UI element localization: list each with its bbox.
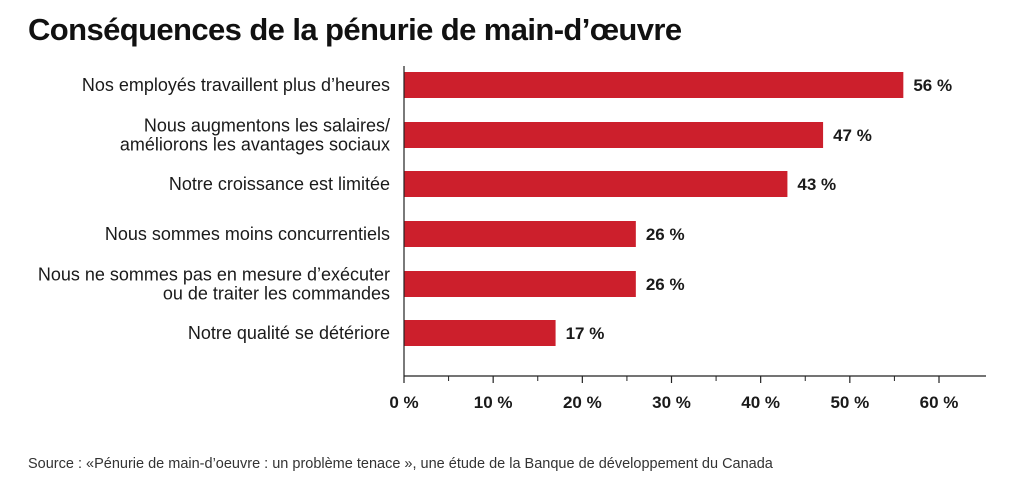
category-label: Notre qualité se détériore <box>188 323 390 343</box>
value-label: 17 % <box>566 324 605 343</box>
chart-title: Conséquences de la pénurie de main-d’œuv… <box>28 12 682 47</box>
value-label: 56 % <box>913 76 952 95</box>
value-label: 26 % <box>646 275 685 294</box>
category-labels: Nos employés travaillent plus d’heures No… <box>38 75 390 343</box>
source-note: Source : «Pénurie de main-d’oeuvre : un … <box>28 456 773 472</box>
x-tick-label: 10 % <box>474 393 513 412</box>
x-tick-label: 20 % <box>563 393 602 412</box>
x-tick-label: 0 % <box>389 393 418 412</box>
bar <box>404 171 788 197</box>
bar <box>404 72 904 98</box>
bars <box>404 72 904 346</box>
value-label: 47 % <box>833 126 872 145</box>
bar-chart: Nos employés travaillent plus d’heures No… <box>38 66 986 412</box>
bar <box>404 271 636 297</box>
x-axis: 0 % 10 % 20 % 30 % 40 % 50 % 60 % <box>389 66 986 412</box>
value-labels: 56 % 47 % 43 % 26 % 26 % 17 % <box>566 76 953 343</box>
category-label: Nous augmentons les salaires/ <box>144 116 390 136</box>
value-label: 26 % <box>646 225 685 244</box>
category-label: améliorons les avantages sociaux <box>120 135 390 155</box>
category-label: Nos employés travaillent plus d’heures <box>82 75 390 95</box>
x-tick-label: 60 % <box>920 393 959 412</box>
category-label: Nous ne sommes pas en mesure d’exécuter <box>38 265 390 285</box>
category-label: Notre croissance est limitée <box>169 174 390 194</box>
value-label: 43 % <box>797 175 836 194</box>
bar <box>404 221 636 247</box>
category-label: Nous sommes moins concurrentiels <box>105 224 390 244</box>
x-tick-label: 30 % <box>652 393 691 412</box>
bar <box>404 320 556 346</box>
x-tick-label: 40 % <box>741 393 780 412</box>
category-label: ou de traiter les commandes <box>163 284 390 304</box>
bar <box>404 122 824 148</box>
x-tick-label: 50 % <box>830 393 869 412</box>
